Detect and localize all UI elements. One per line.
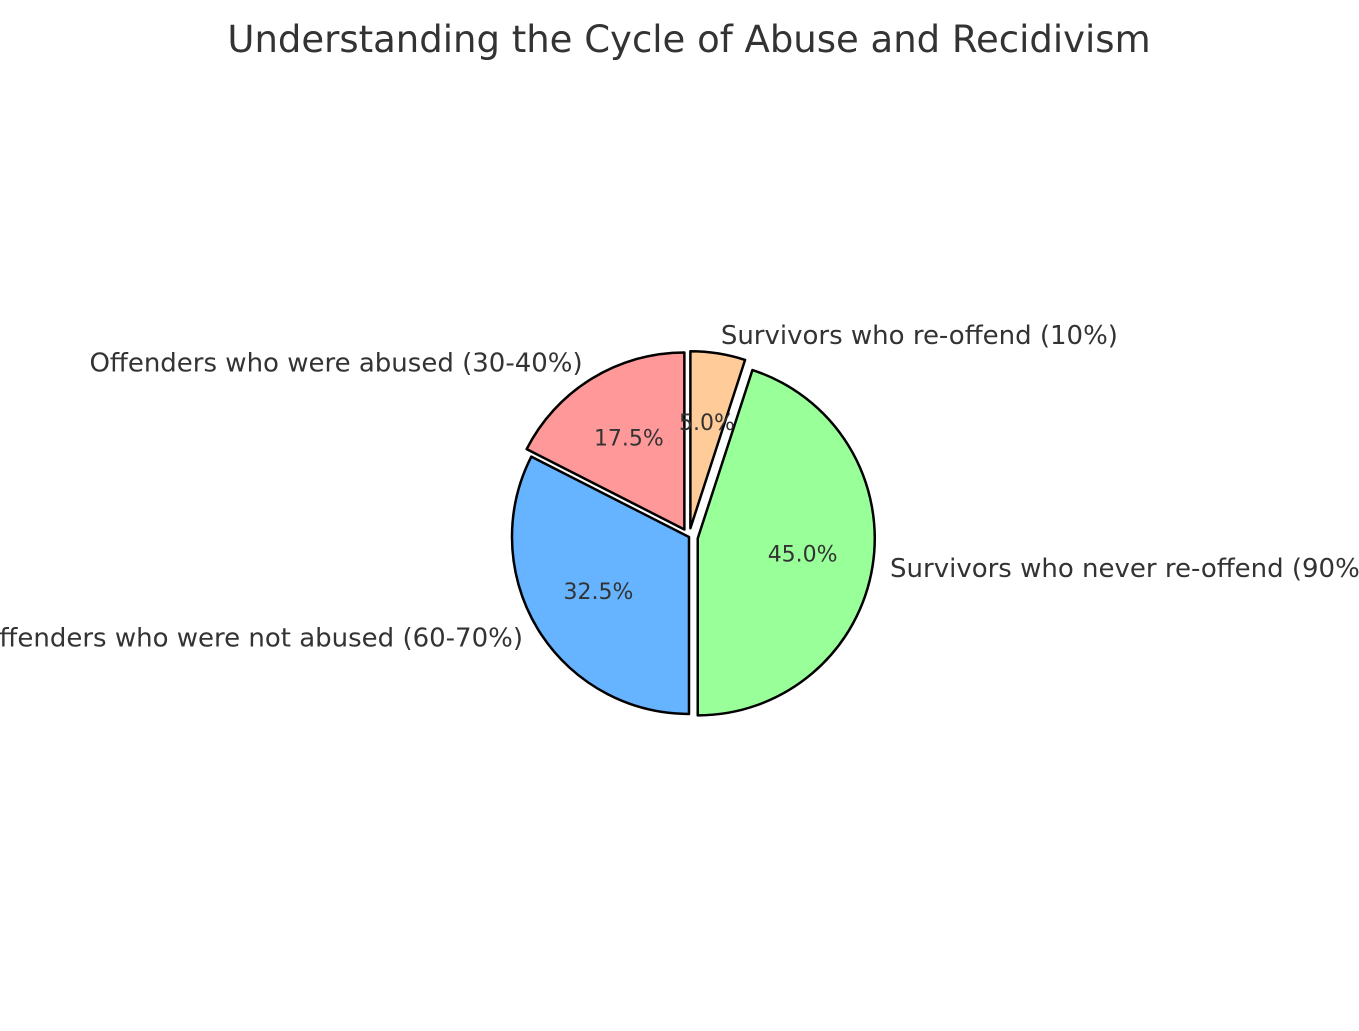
pct-label-2: 32.5% [564,580,634,605]
slice-label-0: Survivors who re-offend (10%) [721,321,1118,351]
pie-slice-0 [689,350,747,530]
pie-labels: Survivors who re-offend (10%) 5.0% Survivo… [0,321,1359,654]
slice-label-1: Survivors who never re-offend (90%) [890,554,1359,584]
slice-label-3: Offenders who were abused (30-40%) [89,348,582,378]
slice-label-2: Offenders who were not abused (60-70%) [0,624,523,654]
pie-slices [510,350,876,717]
pie-slice-3 [525,351,686,531]
pie-slice-2 [510,455,691,716]
chart-title: Understanding the Cycle of Abuse and Rec… [227,18,1151,61]
pct-label-3: 17.5% [594,426,664,451]
pct-label-0: 5.0% [679,411,735,436]
pie-slice-1 [696,368,876,717]
pct-label-1: 45.0% [768,542,838,567]
